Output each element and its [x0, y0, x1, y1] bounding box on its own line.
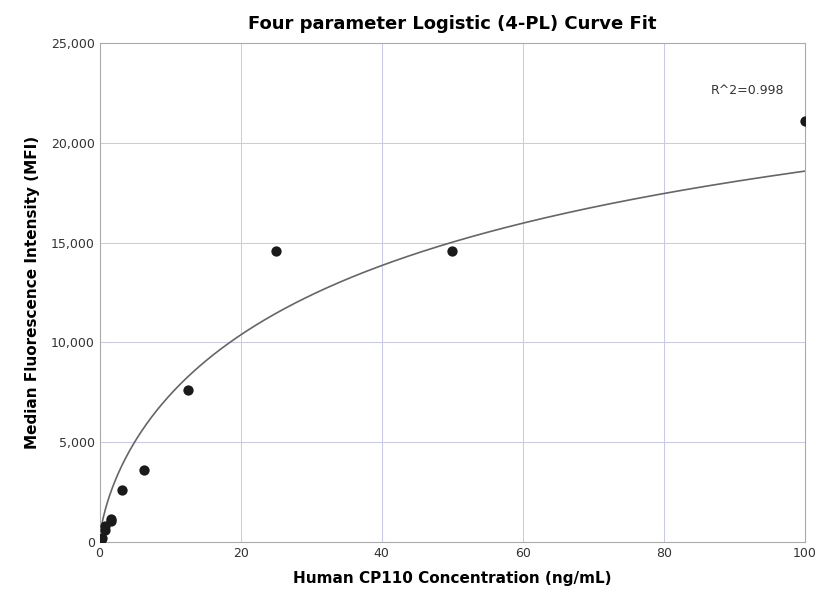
Point — [104, 516, 117, 526]
X-axis label: Human CP110 Concentration (ng/mL): Human CP110 Concentration (ng/mL) — [293, 571, 612, 586]
Point — [269, 246, 282, 256]
Point — [446, 246, 459, 256]
Y-axis label: Median Fluorescence Intensity (MFI): Median Fluorescence Intensity (MFI) — [25, 136, 40, 449]
Point — [95, 533, 109, 543]
Point — [95, 535, 108, 545]
Point — [99, 521, 112, 531]
Text: R^2=0.998: R^2=0.998 — [710, 84, 784, 97]
Title: Four parameter Logistic (4-PL) Curve Fit: Four parameter Logistic (4-PL) Curve Fit — [248, 15, 657, 33]
Point — [798, 116, 812, 126]
Point — [115, 485, 129, 495]
Point — [99, 525, 112, 535]
Point — [181, 386, 194, 395]
Point — [137, 465, 150, 475]
Point — [104, 514, 117, 524]
